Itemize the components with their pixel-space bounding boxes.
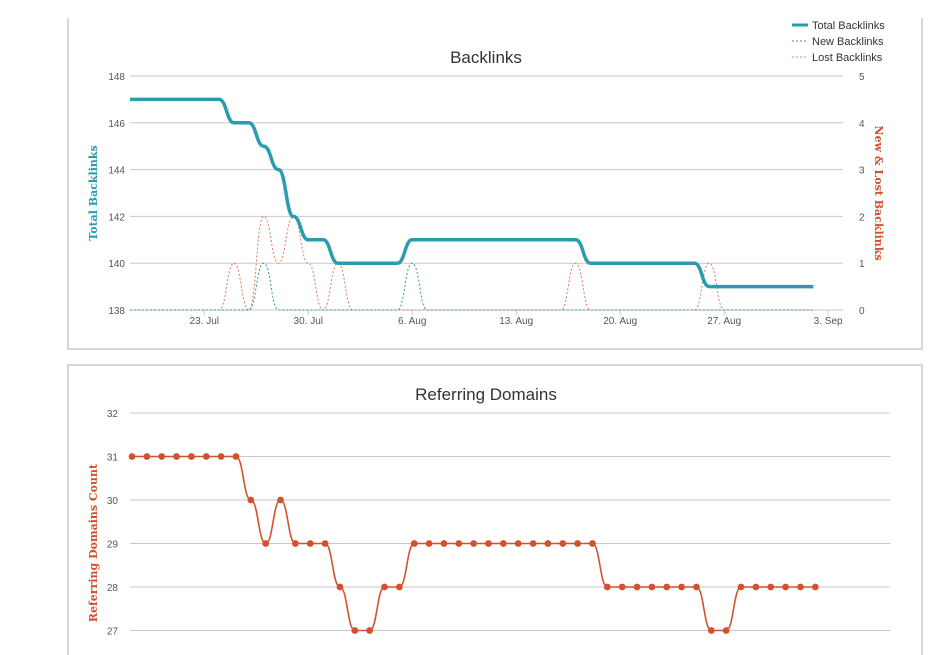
referring-domains-point[interactable] [485, 540, 492, 547]
backlinks-y2-tick-label: 4 [859, 119, 865, 130]
backlinks-x-tick-label: 27. Aug [707, 316, 741, 327]
referring-domains-point[interactable] [737, 583, 745, 591]
domains-gridlines [130, 412, 890, 631]
backlinks-y2-tick-label: 2 [859, 212, 865, 223]
referring-domains-point[interactable] [217, 453, 225, 460]
referring-domains-point[interactable] [633, 583, 641, 591]
backlinks-y2-tick-label: 5 [859, 72, 865, 83]
referring-domains-point[interactable] [559, 540, 567, 547]
backlinks-x-axis-ticks: 23. Jul 30. Jul 6. Aug 13. Aug 20. Aug 27. Au… [190, 310, 843, 327]
referring-domains-point[interactable] [366, 627, 374, 634]
backlinks-x-tick-label: 20. Aug [603, 316, 637, 327]
referring-domains-point[interactable] [574, 540, 582, 547]
backlinks-y-tick-label: 146 [108, 119, 125, 130]
referring-domains-point[interactable] [514, 540, 522, 547]
referring-domains-point[interactable] [678, 583, 686, 591]
referring-domains-point[interactable] [173, 453, 180, 460]
referring-domains-point[interactable] [381, 583, 388, 591]
referring-domains-point[interactable] [722, 627, 730, 634]
referring-domains-point[interactable] [291, 540, 299, 547]
referring-domains-point[interactable] [321, 540, 329, 547]
referring-domains-point[interactable] [782, 583, 789, 591]
backlinks-y2-tick-label: 0 [859, 306, 865, 317]
referring-domains-point[interactable] [544, 540, 552, 547]
referring-domains-point[interactable] [277, 496, 284, 504]
referring-domains-point[interactable] [589, 540, 596, 547]
referring-domains-point[interactable] [499, 540, 507, 547]
referring-domains-point[interactable] [440, 540, 448, 547]
legend-label-lost-backlinks[interactable]: Lost Backlinks [812, 52, 883, 64]
backlinks-y-tick-label: 138 [108, 306, 125, 317]
backlinks-gridlines [130, 75, 843, 311]
referring-domains-point[interactable] [158, 453, 166, 460]
backlinks-x-tick-label: 6. Aug [398, 316, 426, 327]
legend-label-total-backlinks[interactable]: Total Backlinks [812, 20, 885, 32]
referring-domains-point[interactable] [811, 583, 819, 591]
backlinks-y2-axis-title: New & Lost Backlinks [872, 125, 885, 260]
total-backlinks-line [129, 97, 814, 289]
domains-y-tick-label: 31 [107, 453, 119, 464]
backlinks-series [129, 97, 814, 311]
referring-domains-point[interactable] [128, 453, 136, 460]
new-backlinks-line [130, 262, 814, 311]
backlinks-x-tick-label: 3. Sep [814, 316, 843, 327]
referring-domains-point[interactable] [351, 627, 359, 634]
referring-domains-point[interactable] [529, 540, 537, 547]
backlinks-y2-tick-label: 3 [859, 166, 865, 177]
referring-domains-point[interactable] [470, 540, 478, 547]
domains-chart-title: Referring Domains [415, 385, 557, 404]
backlinks-x-tick-label: 13. Aug [499, 316, 533, 327]
backlinks-y-tick-label: 140 [108, 259, 125, 270]
referring-domains-point[interactable] [262, 540, 270, 547]
legend-label-new-backlinks[interactable]: New Backlinks [812, 36, 884, 48]
domains-y-axis-ticks: 27 28 29 30 31 32 [107, 409, 119, 638]
referring-domains-point[interactable] [648, 583, 656, 591]
referring-domains-point[interactable] [618, 583, 626, 591]
referring-domains-point[interactable] [663, 583, 671, 591]
backlinks-chart-title: Backlinks [450, 48, 522, 67]
domains-y-tick-label: 29 [107, 540, 119, 551]
domains-y-tick-label: 30 [107, 496, 119, 507]
domains-series [128, 453, 819, 634]
referring-domains-point[interactable] [395, 583, 403, 591]
referring-domains-point[interactable] [707, 627, 715, 634]
referring-domains-point[interactable] [336, 583, 344, 591]
referring-domains-point[interactable] [767, 583, 775, 591]
referring-domains-point[interactable] [425, 540, 433, 547]
backlinks-y2-axis-ticks: 0 1 2 3 4 5 [859, 72, 865, 317]
referring-domains-point[interactable] [455, 540, 463, 547]
referring-domains-point[interactable] [693, 583, 700, 591]
backlinks-y-tick-label: 144 [108, 166, 125, 177]
domains-y-tick-label: 32 [107, 409, 119, 420]
backlinks-x-tick-label: 30. Jul [294, 316, 323, 327]
referring-domains-point[interactable] [752, 583, 760, 591]
referring-domains-point[interactable] [306, 540, 314, 547]
referring-domains-point[interactable] [188, 453, 195, 460]
referring-domains-point[interactable] [410, 540, 418, 547]
backlinks-legend: Total Backlinks New Backlinks Lost Backl… [792, 20, 885, 64]
backlinks-y2-tick-label: 1 [859, 259, 865, 270]
backlinks-x-tick-label: 23. Jul [190, 316, 219, 327]
domains-y-tick-label: 28 [107, 583, 119, 594]
domains-y-axis-title: Referring Domains Count [87, 463, 100, 622]
backlinks-y-tick-label: 148 [108, 72, 125, 83]
referring-domains-point[interactable] [232, 453, 240, 460]
backlinks-chart-panel [67, 18, 923, 350]
referring-domains-point[interactable] [143, 453, 151, 460]
backlinks-y-tick-label: 142 [108, 212, 125, 223]
backlinks-y-axis-title: Total Backlinks [87, 145, 100, 240]
backlinks-y-axis-ticks: 138 140 142 144 146 148 [108, 72, 125, 317]
referring-domains-point[interactable] [603, 583, 611, 591]
referring-domains-point[interactable] [247, 496, 255, 504]
referring-domains-point[interactable] [797, 583, 804, 591]
referring-domains-point[interactable] [202, 453, 210, 460]
domains-y-tick-label: 27 [107, 627, 119, 638]
